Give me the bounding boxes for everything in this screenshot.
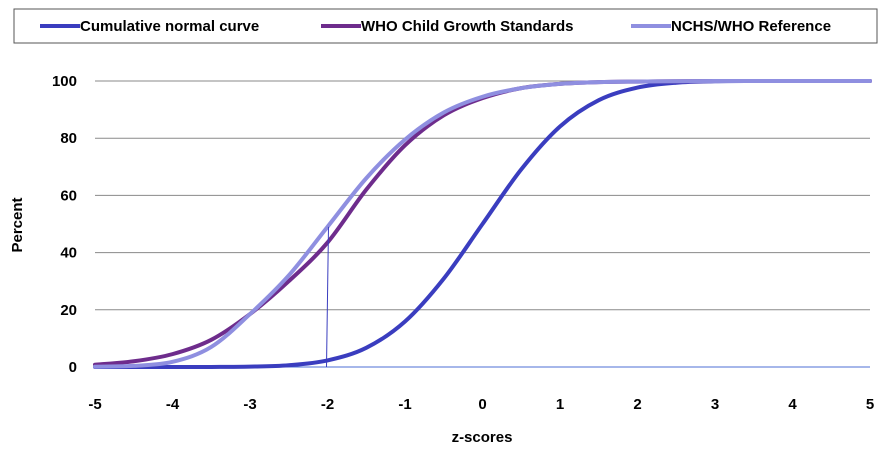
legend-label-0: Cumulative normal curve [80, 18, 259, 35]
x-tick-label: -3 [243, 396, 256, 413]
x-tick-label: 4 [788, 396, 797, 413]
x-tick-label: -4 [166, 396, 180, 413]
x-tick-label: 5 [866, 396, 874, 413]
reference-line [326, 226, 329, 368]
x-tick-label: 1 [556, 396, 564, 413]
y-tick-label: 80 [60, 130, 77, 147]
y-tick-label: 0 [69, 359, 77, 376]
y-tick-label: 60 [60, 187, 77, 204]
grid [95, 80, 870, 311]
x-axis-title: z-scores [452, 429, 513, 446]
x-tick-label: 2 [633, 396, 641, 413]
x-tick-label: 3 [711, 396, 719, 413]
y-tick-labels: 0 20 40 60 80 100 [52, 73, 77, 376]
legend: Cumulative normal curve WHO Child Growth … [40, 18, 831, 35]
y-tick-label: 100 [52, 73, 77, 90]
series-line-0 [93, 78, 872, 370]
x-tick-label: -1 [398, 396, 411, 413]
series-line-2 [93, 78, 872, 369]
x-tick-label: -5 [88, 396, 101, 413]
legend-label-2: NCHS/WHO Reference [671, 18, 831, 35]
y-tick-label: 40 [60, 245, 77, 262]
series-lines [93, 78, 872, 370]
y-axis-title: Percent [9, 197, 26, 252]
y-tick-label: 20 [60, 302, 77, 319]
legend-label-1: WHO Child Growth Standards [361, 18, 574, 35]
x-tick-label: 0 [478, 396, 486, 413]
x-tick-label: -2 [321, 396, 334, 413]
x-tick-labels: -5 -4 -3 -2 -1 0 1 2 3 4 5 [88, 396, 874, 413]
legend-box [13, 8, 878, 44]
